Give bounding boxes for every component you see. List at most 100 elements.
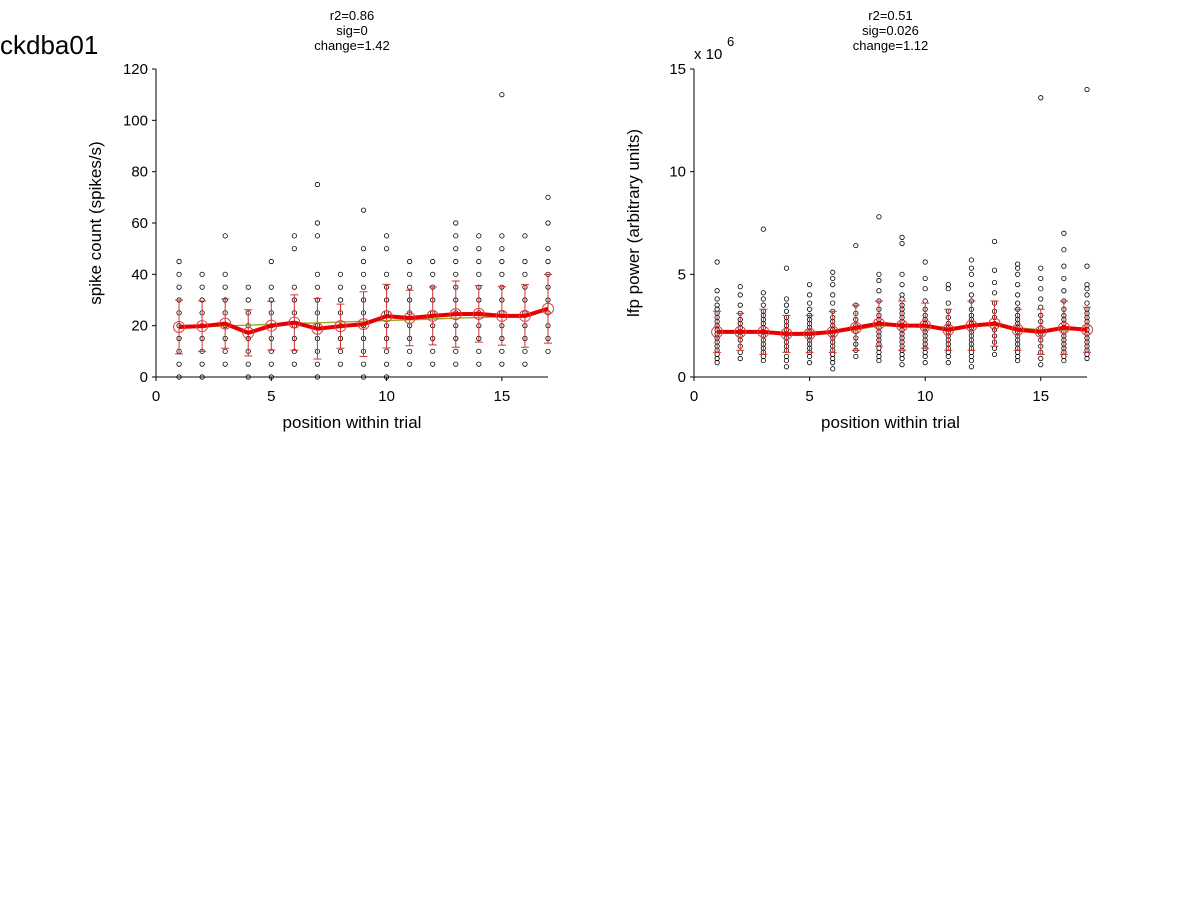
data-point [383, 233, 390, 239]
data-point [968, 364, 975, 370]
y-tick-label: 10 [669, 164, 686, 181]
mean-marker [288, 316, 301, 329]
data-point [783, 296, 790, 302]
data-point [245, 284, 251, 290]
data-point [806, 300, 813, 306]
mean-marker [495, 309, 508, 322]
data-point [830, 300, 836, 306]
y-tick-label: 100 [123, 112, 148, 129]
data-point [922, 286, 928, 292]
data-point [430, 258, 436, 265]
data-point [407, 258, 413, 265]
data-point [968, 281, 975, 288]
mean-marker [311, 322, 324, 335]
data-point [360, 271, 367, 277]
data-point [291, 361, 297, 367]
data-point [1038, 95, 1044, 101]
x-tick-label: 0 [690, 388, 698, 405]
data-point [1084, 263, 1090, 269]
y-tick-label: 5 [678, 266, 686, 283]
y-axis-title: spike count (spikes/s) [86, 141, 105, 304]
x-tick-label: 5 [805, 388, 813, 405]
data-point [876, 271, 882, 277]
data-point [783, 265, 790, 271]
data-point [1061, 247, 1067, 253]
data-point [453, 258, 459, 265]
data-point [945, 300, 951, 306]
data-point [737, 284, 743, 290]
data-point [383, 271, 390, 277]
data-point [830, 281, 836, 288]
data-point [499, 361, 505, 367]
data-point [830, 269, 836, 275]
chart-stat-line: sig=0.026 [862, 23, 919, 38]
data-point [1015, 300, 1021, 306]
data-point [407, 271, 413, 277]
data-point [337, 284, 344, 290]
data-point [783, 308, 790, 314]
mean-marker [734, 325, 747, 338]
mean-marker [357, 318, 370, 331]
data-point [899, 281, 905, 288]
mean-marker [265, 319, 278, 332]
data-point [922, 275, 928, 282]
data-point [1038, 362, 1044, 368]
mean-marker [518, 309, 531, 322]
data-point [806, 306, 813, 312]
y-tick-label: 15 [669, 61, 686, 78]
data-point [1061, 275, 1067, 282]
data-point [783, 302, 790, 308]
data-point [176, 271, 182, 277]
data-point [499, 271, 505, 277]
data-point [383, 361, 390, 367]
data-point [268, 361, 274, 367]
y-tick-label: 40 [131, 266, 148, 283]
data-point [222, 348, 228, 354]
data-point [991, 351, 998, 358]
mean-marker [1034, 325, 1047, 338]
figure-label: ckdba01 [0, 30, 99, 60]
mean-marker [426, 309, 439, 322]
data-point [991, 267, 998, 273]
data-point [1084, 281, 1090, 288]
data-point [991, 290, 998, 296]
data-point [176, 258, 182, 265]
data-point [760, 290, 766, 296]
data-point [991, 238, 998, 245]
data-point [291, 233, 297, 239]
data-point [453, 348, 459, 354]
fit-line [179, 308, 549, 329]
data-point [268, 284, 274, 290]
data-point [499, 348, 505, 354]
data-point [830, 366, 836, 372]
data-point [1015, 261, 1021, 267]
chart-stat-line: change=1.12 [853, 38, 929, 53]
mean-marker [1081, 323, 1093, 336]
data-point [522, 361, 528, 367]
data-point [968, 271, 975, 277]
mean-marker [965, 319, 978, 332]
data-point [476, 258, 482, 265]
data-point [991, 345, 998, 351]
chart-stat-line: sig=0 [336, 23, 367, 38]
data-point [476, 361, 482, 367]
data-point [199, 374, 205, 380]
mean-marker [826, 325, 839, 338]
data-point [1084, 86, 1090, 93]
y-tick-label: 120 [123, 61, 148, 78]
data-point [922, 259, 928, 265]
data-point [522, 233, 528, 239]
data-point [714, 259, 720, 265]
data-point [268, 258, 274, 265]
y-tick-label: 20 [131, 318, 148, 335]
data-point [383, 348, 390, 354]
x-tick-label: 10 [378, 388, 395, 405]
data-point [360, 374, 367, 380]
data-point [714, 296, 720, 302]
data-point [499, 233, 505, 239]
data-point [991, 279, 998, 286]
data-point [806, 360, 813, 366]
data-point [522, 271, 528, 277]
data-point [737, 355, 743, 362]
data-point [1015, 271, 1021, 277]
